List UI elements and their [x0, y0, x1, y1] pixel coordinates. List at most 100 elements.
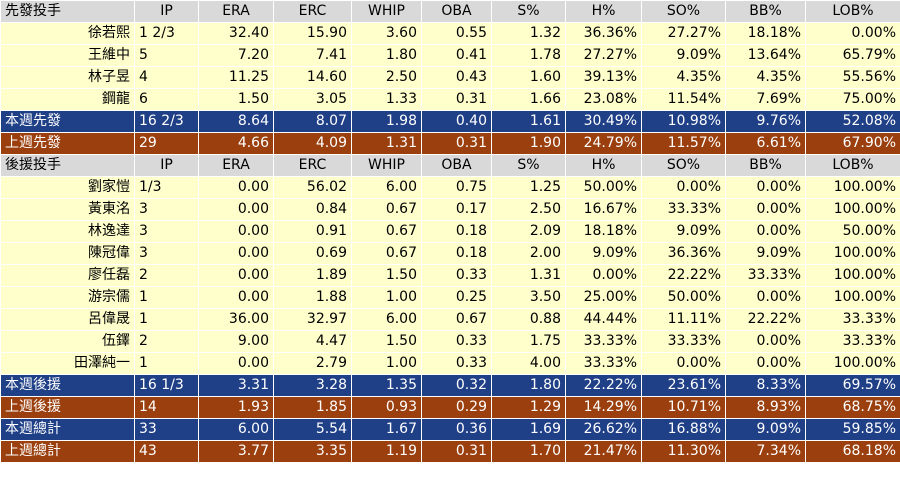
cell-lob-pct: 100.00%	[805, 198, 900, 221]
starter-row: 王維中 5 7.20 7.41 1.80 0.41 1.78 27.27% 9.09% 13.64…	[0, 44, 900, 67]
cell-h-pct: 33.33%	[565, 352, 642, 375]
cell-s-pct: S%	[491, 0, 566, 23]
cell-name: 陳冠偉	[0, 242, 135, 265]
cell-whip: 1.50	[351, 264, 422, 287]
cell-oba: 0.31	[421, 440, 492, 463]
cell-h-pct: 0.00%	[565, 264, 642, 287]
cell-lob-pct: 52.08%	[805, 110, 900, 133]
cell-oba: OBA	[421, 0, 492, 23]
cell-bb-pct: 0.00%	[725, 352, 806, 375]
relievers-week-total-row: 本週後援 16 1/3 3.31 3.28 1.35 0.32 1.80 22.22% 23.6…	[0, 374, 900, 397]
cell-ip: 6	[134, 88, 199, 111]
cell-s-pct: 1.31	[491, 264, 566, 287]
cell-name: 王維中	[0, 44, 135, 67]
cell-whip: 2.50	[351, 66, 422, 89]
cell-ip: IP	[134, 0, 199, 23]
cell-h-pct: 16.67%	[565, 198, 642, 221]
cell-h-pct: 44.44%	[565, 308, 642, 331]
cell-era: 36.00	[198, 308, 274, 331]
cell-erc: 5.54	[273, 418, 352, 441]
cell-ip: 3	[134, 198, 199, 221]
cell-name: 上週總計	[0, 440, 135, 463]
cell-name: 林逸達	[0, 220, 135, 243]
cell-name: 本週先發	[0, 110, 135, 133]
cell-lob-pct: 59.85%	[805, 418, 900, 441]
cell-s-pct: S%	[491, 154, 566, 177]
cell-h-pct: 21.47%	[565, 440, 642, 463]
cell-oba: 0.31	[421, 88, 492, 111]
cell-era: 0.00	[198, 242, 274, 265]
cell-s-pct: 3.50	[491, 286, 566, 309]
cell-lob-pct: 75.00%	[805, 88, 900, 111]
cell-ip: 2	[134, 330, 199, 353]
cell-erc: ERC	[273, 0, 352, 23]
cell-erc: 0.91	[273, 220, 352, 243]
cell-ip: 33	[134, 418, 199, 441]
cell-erc: 32.97	[273, 308, 352, 331]
cell-ip: 1	[134, 352, 199, 375]
cell-lob-pct: 55.56%	[805, 66, 900, 89]
cell-erc: 0.69	[273, 242, 352, 265]
cell-oba: 0.18	[421, 242, 492, 265]
cell-bb-pct: 0.00%	[725, 286, 806, 309]
cell-so-pct: 27.27%	[641, 22, 726, 45]
cell-ip: 5	[134, 44, 199, 67]
starter-row: 鋼龍 6 1.50 3.05 1.33 0.31 1.66 23.08% 11.54% 7.69%…	[0, 88, 900, 111]
reliever-row: 田澤純一 1 0.00 2.79 1.00 0.33 4.00 33.33% 0.00% 0.00…	[0, 352, 900, 375]
cell-bb-pct: 0.00%	[725, 330, 806, 353]
relievers-last-week-row: 上週後援 14 1.93 1.85 0.93 0.29 1.29 14.29% 10.71% 8.…	[0, 396, 900, 419]
cell-s-pct: 2.09	[491, 220, 566, 243]
cell-lob-pct: 0.00%	[805, 22, 900, 45]
starters-week-total-row: 本週先發 16 2/3 8.64 8.07 1.98 0.40 1.61 30.49% 10.9…	[0, 110, 900, 133]
cell-name: 田澤純一	[0, 352, 135, 375]
cell-name: 本週後援	[0, 374, 135, 397]
reliever-row: 游宗儒 1 0.00 1.88 1.00 0.25 3.50 25.00% 50.00% 0.00…	[0, 286, 900, 309]
cell-lob-pct: 69.57%	[805, 374, 900, 397]
cell-oba: 0.32	[421, 374, 492, 397]
cell-bb-pct: 0.00%	[725, 198, 806, 221]
table-body: 先發投手 IP ERA ERC WHIP OBA S% H% SO% BB% LOB% 徐若熙 1 2/…	[0, 0, 900, 463]
cell-oba: 0.33	[421, 264, 492, 287]
cell-erc: ERC	[273, 154, 352, 177]
reliever-row: 伍鐸 2 9.00 4.47 1.50 0.33 1.75 33.33% 33.33% 0.00%…	[0, 330, 900, 353]
cell-era: 32.40	[198, 22, 274, 45]
cell-so-pct: SO%	[641, 154, 726, 177]
cell-oba: 0.31	[421, 132, 492, 155]
cell-h-pct: 25.00%	[565, 286, 642, 309]
cell-era: 0.00	[198, 198, 274, 221]
cell-oba: 0.36	[421, 418, 492, 441]
cell-era: 8.64	[198, 110, 274, 133]
cell-erc: 1.88	[273, 286, 352, 309]
cell-h-pct: 26.62%	[565, 418, 642, 441]
cell-erc: 4.09	[273, 132, 352, 155]
cell-ip: 2	[134, 264, 199, 287]
cell-erc: 14.60	[273, 66, 352, 89]
cell-name: 先發投手	[0, 0, 135, 23]
cell-so-pct: 22.22%	[641, 264, 726, 287]
cell-so-pct: 0.00%	[641, 176, 726, 199]
cell-whip: WHIP	[351, 0, 422, 23]
cell-bb-pct: 0.00%	[725, 220, 806, 243]
cell-ip: 3	[134, 220, 199, 243]
cell-name: 上週後援	[0, 396, 135, 419]
cell-so-pct: 0.00%	[641, 352, 726, 375]
cell-h-pct: 50.00%	[565, 176, 642, 199]
cell-erc: 3.05	[273, 88, 352, 111]
cell-era: 4.66	[198, 132, 274, 155]
cell-h-pct: H%	[565, 0, 642, 23]
cell-so-pct: 9.09%	[641, 220, 726, 243]
cell-bb-pct: 9.09%	[725, 242, 806, 265]
cell-so-pct: 33.33%	[641, 198, 726, 221]
cell-bb-pct: 0.00%	[725, 176, 806, 199]
cell-h-pct: 14.29%	[565, 396, 642, 419]
cell-h-pct: 24.79%	[565, 132, 642, 155]
cell-h-pct: 9.09%	[565, 242, 642, 265]
cell-whip: 6.00	[351, 308, 422, 331]
cell-name: 廖任磊	[0, 264, 135, 287]
cell-so-pct: 36.36%	[641, 242, 726, 265]
cell-whip: 1.33	[351, 88, 422, 111]
cell-oba: 0.40	[421, 110, 492, 133]
cell-bb-pct: 6.61%	[725, 132, 806, 155]
cell-bb-pct: 9.76%	[725, 110, 806, 133]
cell-whip: 0.67	[351, 220, 422, 243]
